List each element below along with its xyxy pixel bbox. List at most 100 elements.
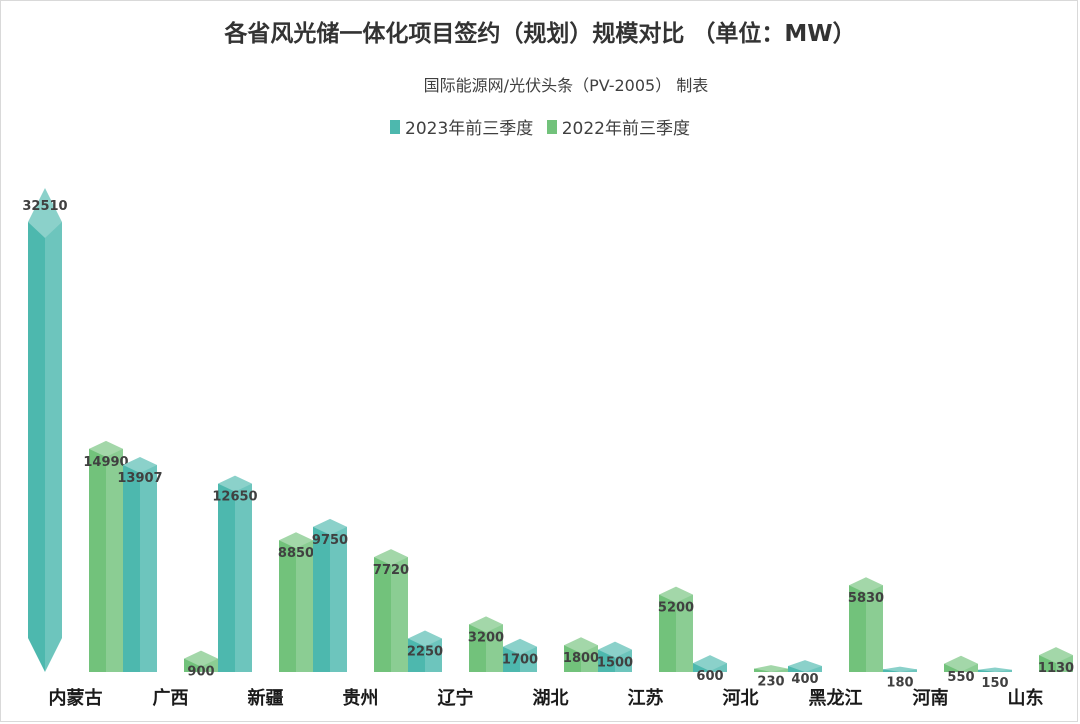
category-label: 新疆 bbox=[248, 687, 284, 709]
bar-新疆-2023 bbox=[218, 475, 252, 672]
data-label: 9750 bbox=[312, 533, 348, 548]
bar-left-face bbox=[218, 483, 235, 672]
data-label: 8850 bbox=[278, 546, 314, 561]
data-label: 230 bbox=[757, 675, 784, 690]
bar-left-face bbox=[849, 585, 866, 672]
data-label: 180 bbox=[886, 675, 913, 690]
data-label: 32510 bbox=[22, 199, 67, 214]
bar-right-face bbox=[581, 645, 598, 672]
legend-swatch-2022 bbox=[546, 119, 557, 134]
bar-cap bbox=[944, 655, 978, 672]
bar-cap bbox=[978, 667, 1012, 672]
bar-湖北-2023 bbox=[503, 638, 537, 672]
legend-swatch-2023 bbox=[390, 119, 401, 134]
data-label: 3200 bbox=[468, 630, 504, 645]
data-label: 1500 bbox=[597, 656, 633, 671]
bar-河南-2023 bbox=[883, 666, 917, 672]
bar-贵州-2022 bbox=[374, 549, 408, 672]
bar-right-face bbox=[235, 483, 252, 672]
bar-广西-2022 bbox=[184, 650, 218, 672]
category-label: 河北 bbox=[723, 688, 759, 709]
bar-right-face bbox=[391, 557, 408, 672]
bar-cap bbox=[503, 638, 537, 655]
bar-广西-2023 bbox=[123, 456, 157, 672]
bar-cap bbox=[279, 532, 313, 549]
bar-cap bbox=[28, 188, 62, 238]
chart-subtitle: 国际能源网/光伏头条（PV-2005） 制表 bbox=[423, 76, 709, 95]
bar-left-face bbox=[313, 526, 330, 672]
category-label: 贵州 bbox=[343, 688, 379, 709]
bar-cap bbox=[598, 641, 632, 658]
bar-right-face bbox=[296, 540, 313, 672]
bar-cap bbox=[788, 660, 822, 672]
bar-河南-2022 bbox=[944, 655, 978, 672]
bar-right-face bbox=[710, 663, 727, 672]
bar-黑龙江-2023 bbox=[788, 660, 822, 672]
data-label: 900 bbox=[187, 665, 214, 680]
data-label: 13907 bbox=[117, 471, 162, 486]
bar-right-face bbox=[520, 646, 537, 672]
bar-辽宁-2022 bbox=[469, 616, 503, 672]
data-label: 1800 bbox=[563, 651, 599, 666]
bar-left-face bbox=[279, 540, 296, 672]
bar-left-face bbox=[659, 594, 676, 672]
bar-right-face bbox=[676, 594, 693, 672]
category-label: 江苏 bbox=[628, 687, 664, 709]
bar-right-face bbox=[961, 663, 978, 672]
bar-江苏-2022 bbox=[659, 586, 693, 672]
bar-right-face bbox=[866, 585, 883, 672]
bar-cap bbox=[313, 518, 347, 535]
bar-right-face bbox=[425, 638, 442, 672]
bar-黑龙江-2022 bbox=[849, 577, 883, 672]
bar-河北-2022 bbox=[754, 665, 788, 672]
data-label: 600 bbox=[696, 669, 723, 684]
data-label: 550 bbox=[947, 670, 974, 685]
legend-item-2023: 2023年前三季度 bbox=[390, 114, 533, 139]
bar-left-face bbox=[123, 464, 140, 672]
category-label: 河南 bbox=[913, 687, 949, 709]
category-label: 湖北 bbox=[533, 688, 569, 709]
bar-left-face bbox=[89, 448, 106, 672]
data-label: 5200 bbox=[658, 601, 694, 616]
legend-label-2023: 2023年前三季度 bbox=[405, 119, 534, 139]
data-label: 400 bbox=[791, 672, 818, 687]
bar-内蒙古-2023 bbox=[28, 188, 62, 672]
bar-河北-2023 bbox=[693, 655, 727, 672]
bar-cap bbox=[659, 586, 693, 603]
bar-right-face bbox=[486, 624, 503, 672]
bar-cap bbox=[754, 665, 788, 672]
category-label: 辽宁 bbox=[438, 687, 474, 709]
bar-cap bbox=[883, 666, 917, 672]
bar-cap bbox=[849, 577, 883, 594]
chart-legend: 2023年前三季度 2022年前三季度 bbox=[0, 114, 1080, 139]
bar-right-face bbox=[330, 526, 347, 672]
data-label: 5830 bbox=[848, 591, 884, 606]
bar-辽宁-2023 bbox=[408, 630, 442, 672]
bar-left-face bbox=[564, 645, 581, 672]
legend-item-2022: 2022年前三季度 bbox=[546, 114, 690, 139]
data-label: 7720 bbox=[373, 563, 409, 578]
bar-内蒙古-2022 bbox=[89, 440, 123, 672]
chart-title: 各省风光储一体化项目签约（规划）规模对比 （单位：MW） bbox=[224, 21, 856, 47]
data-label: 12650 bbox=[212, 490, 257, 505]
data-label: 14990 bbox=[83, 455, 128, 470]
bar-cap bbox=[374, 549, 408, 566]
data-label: 2250 bbox=[407, 645, 443, 660]
bar-right-face bbox=[45, 222, 62, 672]
data-label: 1130 bbox=[1038, 661, 1074, 676]
bar-right-face bbox=[140, 464, 157, 672]
bar-left-face bbox=[28, 222, 45, 672]
bar-cap bbox=[469, 616, 503, 633]
bar-山东-2022 bbox=[1039, 647, 1073, 672]
legend-label-2022: 2022年前三季度 bbox=[561, 119, 690, 139]
bar-cap bbox=[564, 637, 598, 654]
bar-cap bbox=[89, 440, 123, 457]
category-label: 山东 bbox=[1008, 687, 1044, 709]
bar-left-face bbox=[693, 663, 710, 672]
bar-left-face bbox=[408, 638, 425, 672]
category-label: 黑龙江 bbox=[809, 687, 863, 709]
category-label: 广西 bbox=[153, 687, 189, 709]
bar-cap bbox=[218, 475, 252, 492]
